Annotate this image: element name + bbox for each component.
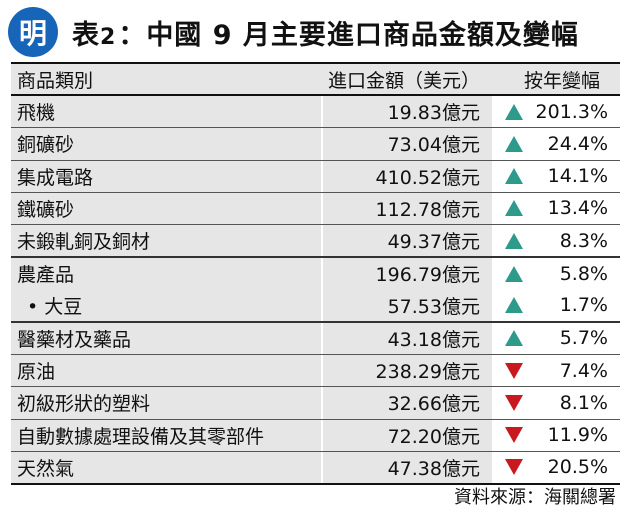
- bullet-icon: •: [27, 295, 39, 318]
- table-row: 天然氣 47.38億元 20.5%: [11, 450, 620, 483]
- row-category-name: 飛機: [17, 102, 56, 125]
- row-amount: 32.66億元: [387, 393, 480, 416]
- decrease-triangle-icon: [505, 394, 523, 411]
- table-row: 飛機 19.83億元 201.3%: [11, 96, 620, 128]
- row-subcategory-name: • 大豆: [17, 292, 82, 319]
- table-row: 未鍛軋銅及銅材 49.37億元 8.3%: [11, 224, 620, 257]
- col-header-amount: 進口金額（美元）: [327, 69, 480, 92]
- row-amount: 43.18億元: [387, 328, 480, 351]
- row-change: 5.7%: [559, 327, 608, 350]
- increase-triangle-icon: [505, 135, 523, 152]
- title-separator: ：: [118, 19, 147, 51]
- row-change: 20.5%: [547, 456, 608, 479]
- row-category-name: 自動數據處理設備及其零部件: [17, 425, 265, 448]
- row-category-name: 原油: [17, 361, 56, 384]
- table-row: 原油 238.29億元 7.4%: [11, 354, 620, 387]
- newspaper-logo: 明: [8, 7, 58, 57]
- row-category-name: 醫藥材及藥品: [17, 328, 132, 351]
- row-change: 8.3%: [559, 229, 608, 252]
- increase-triangle-icon: [505, 330, 523, 347]
- col-header-change: 按年變幅: [523, 69, 600, 92]
- row-change: 13.4%: [547, 197, 608, 220]
- increase-triangle-icon: [505, 168, 523, 185]
- table-row: 銅礦砂 73.04億元 24.4%: [11, 127, 620, 160]
- row-change: 11.9%: [547, 424, 608, 447]
- row-amount: 196.79億元: [375, 264, 480, 287]
- table-header: 商品類別 進口金額（美元） 按年變幅: [11, 62, 620, 96]
- table-body: 飛機 19.83億元 201.3% 銅礦砂 73.04億元 24.4% 集成電路 410.52…: [11, 96, 620, 483]
- increase-triangle-icon: [505, 232, 523, 249]
- title-number: 2: [100, 24, 117, 50]
- decrease-triangle-icon: [505, 362, 523, 379]
- row-category-name: 未鍛軋銅及銅材: [17, 231, 151, 254]
- row-amount: 19.83億元: [387, 102, 480, 125]
- increase-triangle-icon: [505, 200, 523, 217]
- row-category-name: 集成電路: [17, 166, 94, 189]
- increase-triangle-icon: [505, 103, 523, 120]
- row-amount: 49.37億元: [387, 231, 480, 254]
- table-row: 農產品 196.79億元 5.8%: [11, 256, 620, 290]
- table-row: 自動數據處理設備及其零部件 72.20億元 11.9%: [11, 418, 620, 451]
- row-category-name: 鐵礦砂: [17, 198, 75, 221]
- row-change: 14.1%: [547, 165, 608, 188]
- increase-triangle-icon: [505, 265, 523, 282]
- title-prefix: 表: [72, 19, 100, 51]
- row-amount: 238.29億元: [375, 361, 480, 384]
- col-header-category: 商品類別: [17, 69, 94, 92]
- row-amount: 47.38億元: [387, 457, 480, 480]
- row-name-text: 大豆: [44, 295, 83, 318]
- row-amount: 410.52億元: [375, 166, 480, 189]
- table-row: 醫藥材及藥品 43.18億元 5.7%: [11, 320, 620, 354]
- row-category-name: 天然氣: [17, 457, 75, 480]
- row-change: 201.3%: [535, 100, 608, 123]
- row-change: 5.8%: [559, 262, 608, 285]
- import-table: 商品類別 進口金額（美元） 按年變幅 飛機 19.83億元 201.3% 銅礦砂 73.…: [11, 62, 620, 485]
- row-amount: 112.78億元: [375, 198, 480, 221]
- row-category-name: 銅礦砂: [17, 134, 75, 157]
- logo-char: 明: [18, 17, 47, 50]
- source-note: 資料來源：海關總署: [454, 487, 616, 508]
- row-change: 7.4%: [559, 359, 608, 382]
- increase-triangle-icon: [505, 297, 523, 314]
- row-change: 8.1%: [559, 391, 608, 414]
- decrease-triangle-icon: [505, 427, 523, 444]
- table-row: 鐵礦砂 112.78億元 13.4%: [11, 191, 620, 224]
- table-row: 集成電路 410.52億元 14.1%: [11, 159, 620, 192]
- row-change: 1.7%: [559, 294, 608, 317]
- decrease-triangle-icon: [505, 459, 523, 476]
- table-row: 初級形狀的塑料 32.66億元 8.1%: [11, 386, 620, 419]
- table-row: • 大豆 57.53億元 1.7%: [11, 289, 620, 321]
- row-category-name: 農產品: [17, 264, 75, 287]
- row-change: 24.4%: [547, 132, 608, 155]
- header: 明 表2：中國 9 月主要進口商品金額及變幅: [8, 6, 579, 58]
- row-amount: 57.53億元: [387, 295, 480, 318]
- title-text: 中國 9 月主要進口商品金額及變幅: [146, 19, 579, 51]
- table-bottom-rule: [11, 483, 620, 485]
- row-amount: 72.20億元: [387, 425, 480, 448]
- page-title: 表2：中國 9 月主要進口商品金額及變幅: [72, 13, 579, 52]
- row-amount: 73.04億元: [387, 134, 480, 157]
- row-category-name: 初級形狀的塑料: [17, 393, 151, 416]
